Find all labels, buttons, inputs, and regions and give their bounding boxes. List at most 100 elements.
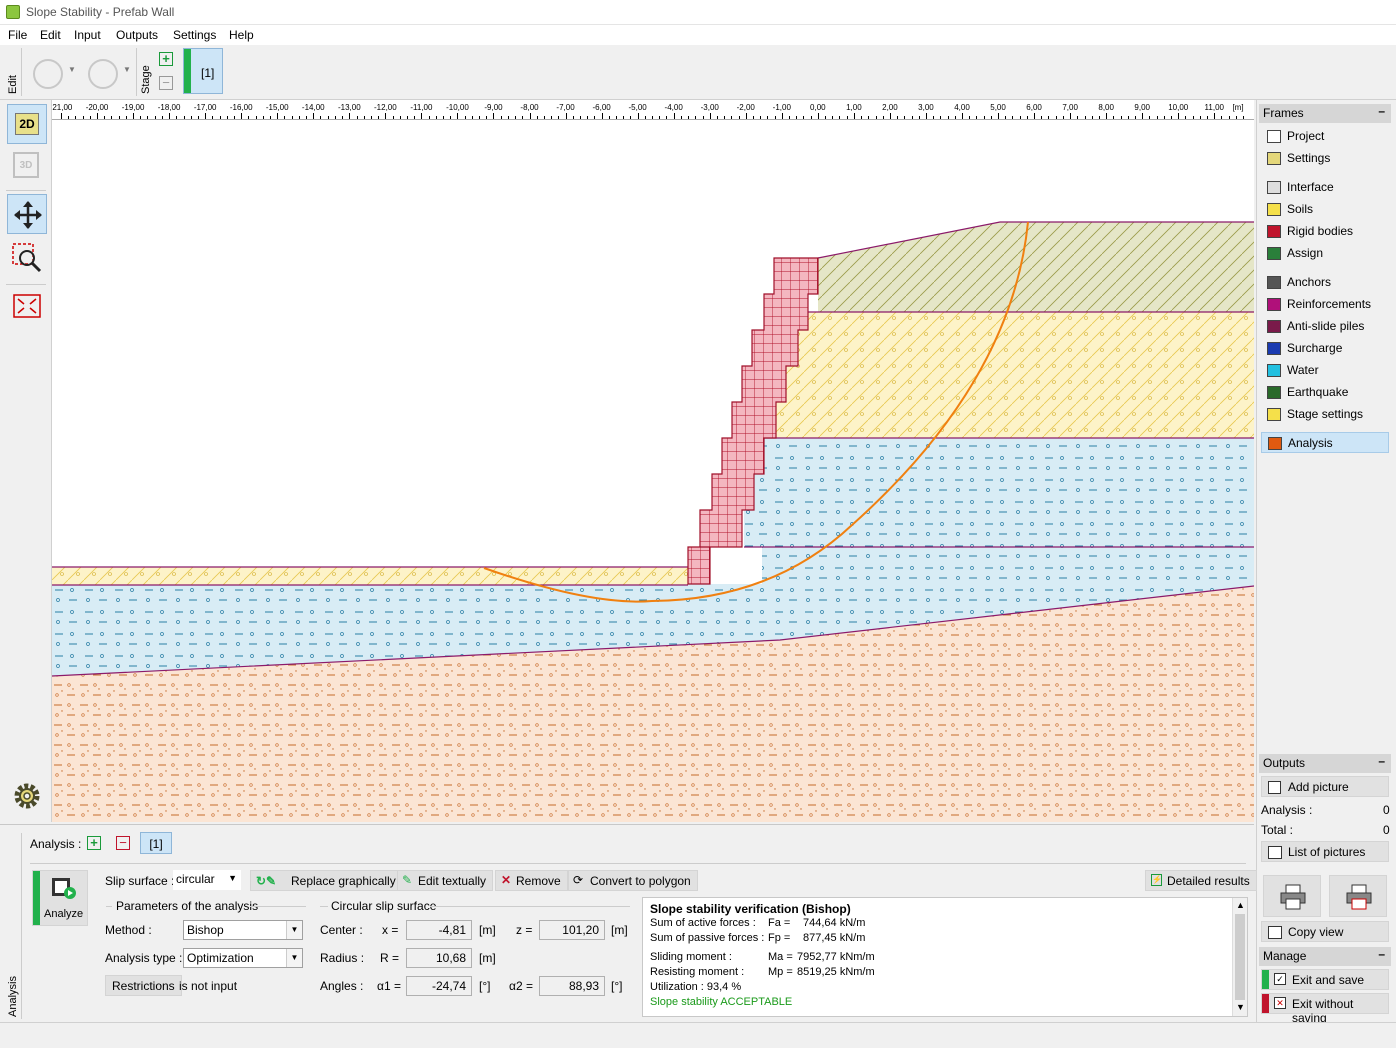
red-indicator [1262,994,1269,1013]
menu-edit[interactable]: Edit [40,28,61,42]
utilization-text: Utilization : 93,4 % [650,981,742,993]
replace-graphically-button[interactable]: ↻✎ Replace graphically [250,870,403,891]
edit-textually-button[interactable]: ✎ Edit textually [397,870,494,891]
remove-analysis-button[interactable]: − [116,836,130,850]
outputs-total-label: Total : [1261,823,1294,837]
undo-dropdown-icon[interactable]: ▼ [68,65,76,74]
view-2d-button[interactable]: 2D [7,104,47,144]
view-3d-button[interactable]: 3D [7,146,47,186]
slope-model-svg [52,221,1254,822]
left-toolbar: 2D 3D [0,100,52,822]
ruler-tick-label: 4,00 [954,103,970,112]
stage-tab-1[interactable]: [1] [183,48,223,94]
frame-item-label: Anti-slide piles [1287,319,1365,333]
ruler-tick-mark [1199,116,1201,119]
ruler-tick-mark [644,116,646,119]
menu-input[interactable]: Input [74,28,101,42]
ruler-tick-mark [969,116,971,119]
frame-item-analysis[interactable]: Analysis [1261,432,1389,453]
frame-item-anchors[interactable]: Anchors [1261,272,1389,293]
add-analysis-button[interactable]: + [87,836,101,850]
detailed-results-button[interactable]: ⚡ Detailed results [1145,870,1257,891]
ruler-tick-label: -11,00 [410,103,433,112]
alpha1-field[interactable]: -24,74 [406,976,472,996]
center-x-field[interactable]: -4,81 [406,920,472,940]
frame-item-assign[interactable]: Assign [1261,243,1389,264]
slip-surface-select[interactable]: circular ▼ [173,870,241,890]
frame-item-settings[interactable]: Settings [1261,148,1389,169]
ruler-tick-mark [1026,116,1028,119]
ruler-tick-mark [846,116,848,119]
frame-item-project[interactable]: Project [1261,126,1389,147]
x-unit: [m] [479,923,496,937]
redo-button[interactable] [88,59,118,89]
frame-item-soils[interactable]: Soils [1261,199,1389,220]
pan-tool-button[interactable] [7,194,47,234]
print-preview-button[interactable] [1329,875,1387,917]
alpha2-label: α2 = [509,979,533,993]
alpha2-field[interactable]: 88,93 [539,976,605,996]
frame-item-anti-slide-piles[interactable]: Anti-slide piles [1261,316,1389,337]
zoom-tool-button[interactable] [7,238,47,278]
frame-item-rigid-bodies[interactable]: Rigid bodies [1261,221,1389,242]
ruler-tick-mark [248,116,250,119]
redo-dropdown-icon[interactable]: ▼ [123,65,131,74]
prefab-wall[interactable] [687,257,819,585]
ruler-tick-mark [1149,116,1151,119]
scroll-up-icon[interactable]: ▲ [1236,900,1245,910]
menu-help[interactable]: Help [229,28,254,42]
analysis-tab-1[interactable]: [1] [140,832,172,854]
pencil-icon: ✎ [402,873,413,887]
ruler-tick-mark [781,113,783,119]
frame-item-label: Reinforcements [1287,297,1372,311]
slip-surface-circle[interactable] [483,221,1029,603]
menu-file[interactable]: File [8,28,28,42]
ruler-tick-mark [82,116,84,119]
analysis-type-select[interactable]: Optimization ▼ [183,948,303,968]
exit-and-save-button[interactable]: ✓ Exit and save [1261,969,1389,990]
ruler-tick-mark [868,116,870,119]
ruler-tick-mark [616,116,618,119]
remove-stage-button[interactable]: − [159,76,173,90]
restrictions-button[interactable]: Restrictions [105,975,182,996]
ruler-tick-mark [543,116,545,119]
active-forces-value: 744,64 kN/m [803,917,866,929]
radius-field[interactable]: 10,68 [406,948,472,968]
analyze-button[interactable]: Analyze [32,870,88,926]
frame-item-surcharge[interactable]: Surcharge [1261,338,1389,359]
z-label: z = [516,923,533,937]
ruler-tick-label: 11,00 [1204,103,1224,112]
ruler-tick-label: 6,00 [1026,103,1042,112]
frame-item-water[interactable]: Water [1261,360,1389,381]
center-z-field[interactable]: 101,20 [539,920,605,940]
add-picture-button[interactable]: Add picture [1261,776,1389,797]
exit-without-saving-button[interactable]: ✕ Exit without saving [1261,993,1389,1025]
frame-item-interface[interactable]: Interface [1261,177,1389,198]
ruler-tick-mark [493,113,495,119]
frame-item-stage-settings[interactable]: Stage settings [1261,404,1389,425]
scroll-down-icon[interactable]: ▼ [1236,1002,1245,1012]
print-button[interactable] [1263,875,1321,917]
undo-button[interactable] [33,59,63,89]
copy-view-button[interactable]: Copy view [1261,921,1389,942]
convert-to-polygon-button[interactable]: ⟳ Convert to polygon [568,870,698,891]
zoom-extents-button[interactable] [7,286,47,326]
menu-settings[interactable]: Settings [173,28,217,42]
ruler-tick-mark [796,116,798,119]
remove-button[interactable]: ✕ Remove [495,870,568,891]
reinforcements-icon [1267,298,1281,311]
add-stage-button[interactable]: + [159,52,173,66]
frame-item-earthquake[interactable]: Earthquake [1261,382,1389,403]
settings-button[interactable] [7,776,47,816]
frame-item-reinforcements[interactable]: Reinforcements [1261,294,1389,315]
method-select[interactable]: Bishop ▼ [183,920,303,940]
scroll-thumb[interactable] [1235,914,1245,1000]
stage-tab-label: [1] [201,66,215,80]
ruler-tick-mark [1062,116,1064,119]
results-scrollbar[interactable]: ▲ ▼ [1232,898,1247,1016]
list-of-pictures-button[interactable]: List of pictures [1261,841,1389,862]
drawing-canvas[interactable]: -21,00 -20,00 -19,00 -18,00 -17,00 -16,00 -15,… [52,100,1254,822]
menu-outputs[interactable]: Outputs [116,28,159,42]
ruler-tick-mark [443,116,445,119]
resisting-moment-symbol: Mp = [768,966,793,978]
